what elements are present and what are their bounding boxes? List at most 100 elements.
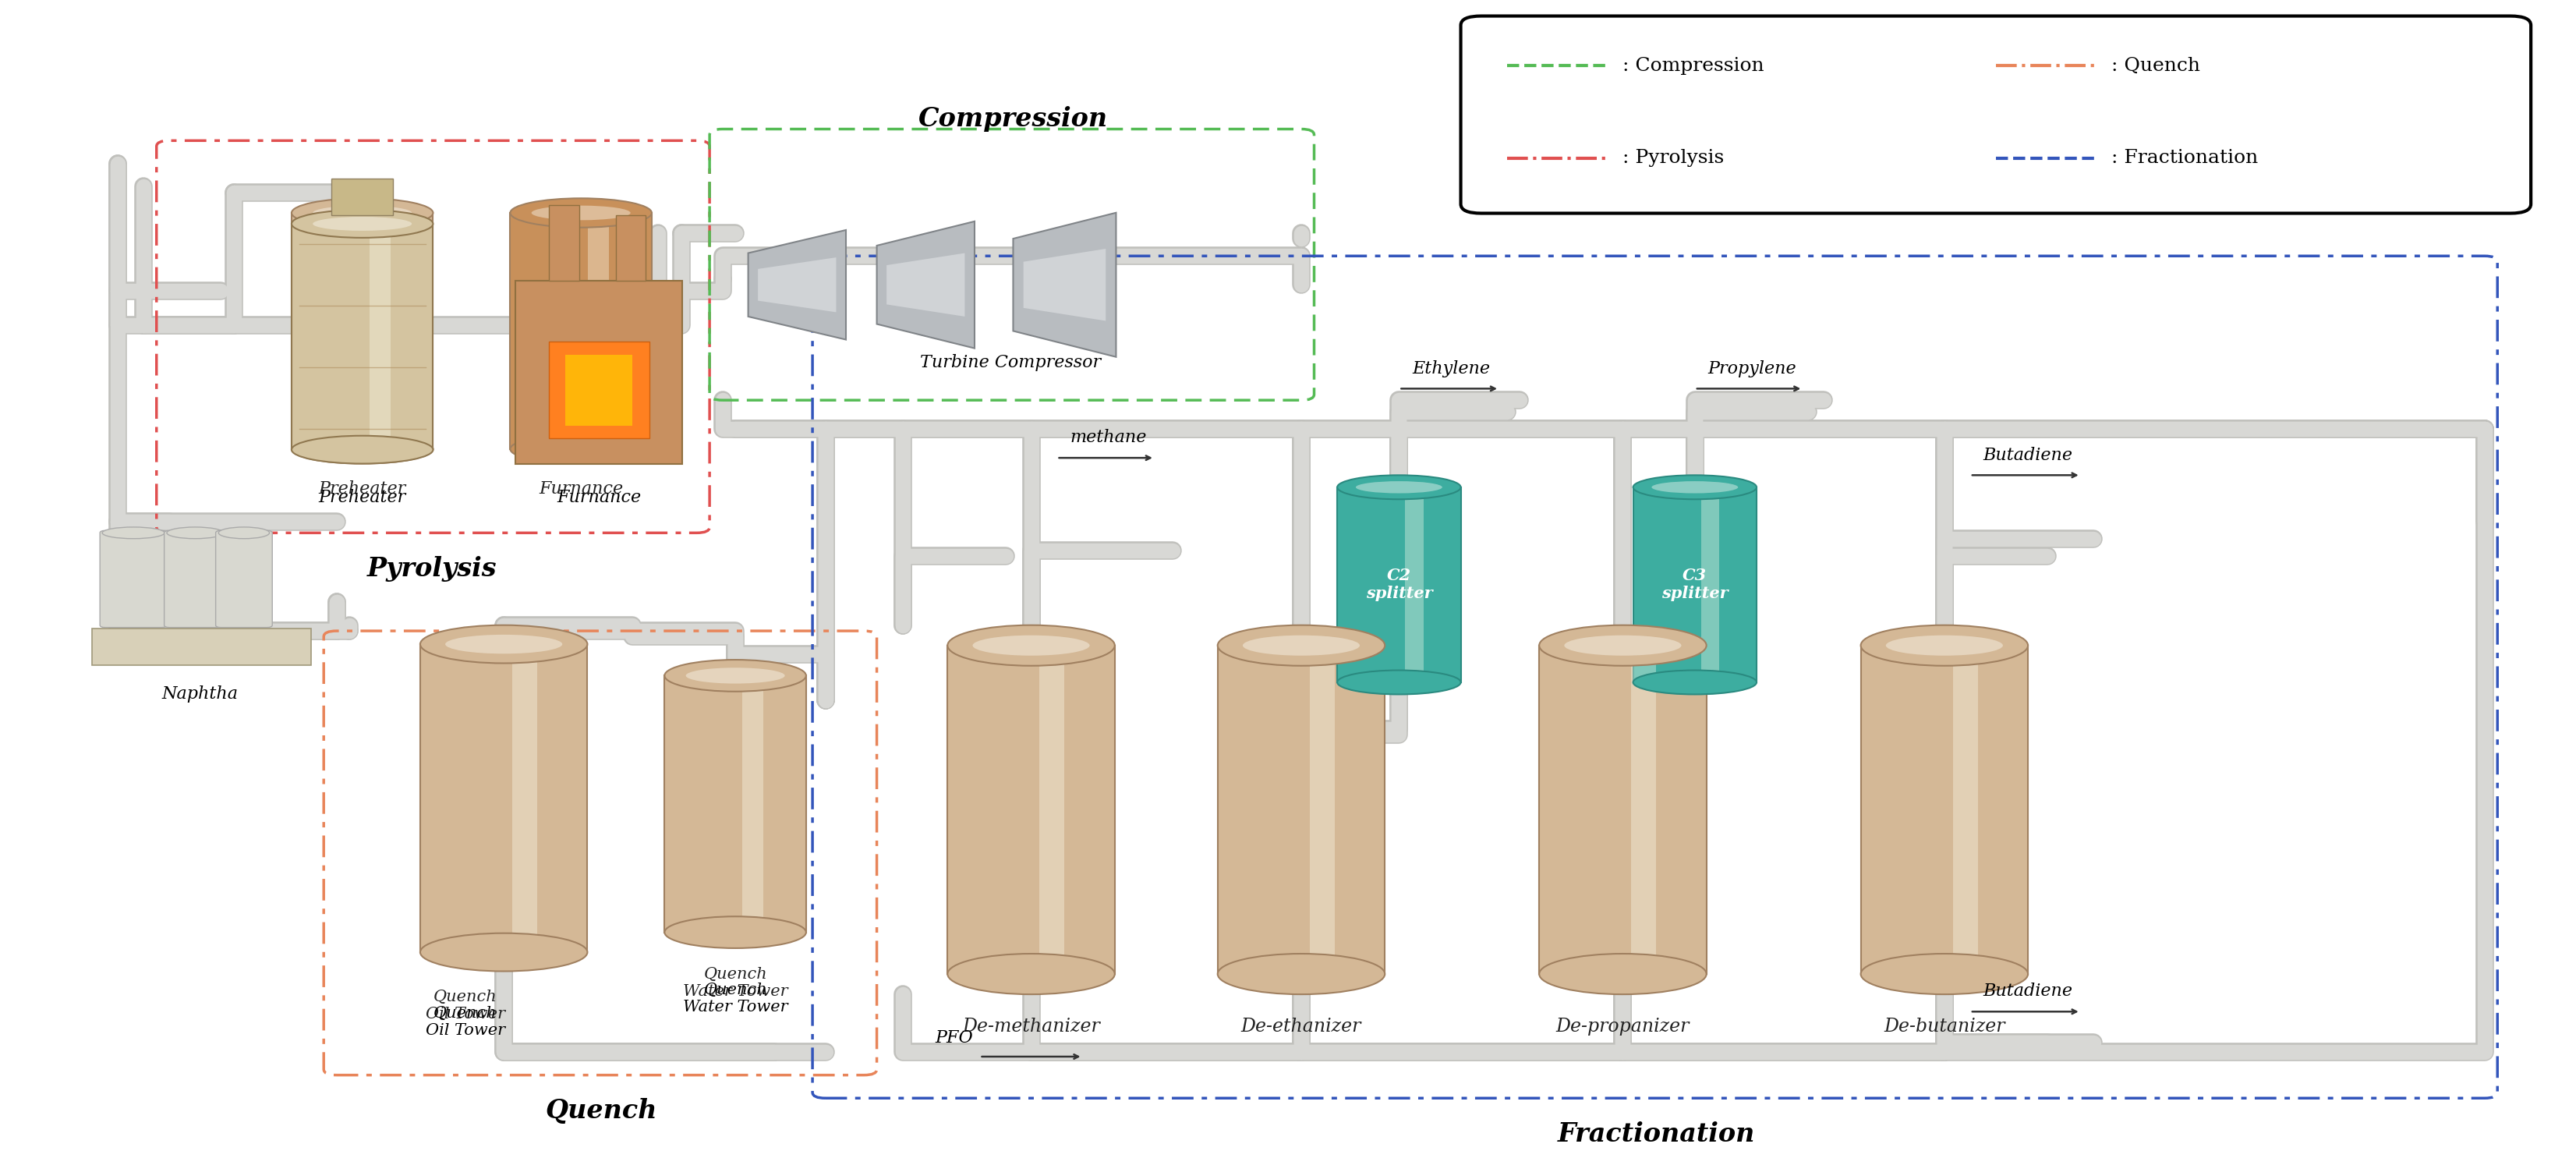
Ellipse shape <box>685 668 786 683</box>
Text: Quench
Water Tower: Quench Water Tower <box>683 983 788 1014</box>
Bar <box>587 213 608 449</box>
Ellipse shape <box>510 434 652 463</box>
Text: Quench
Water Tower: Quench Water Tower <box>683 967 788 998</box>
Text: Quench
Oil Tower: Quench Oil Tower <box>425 990 505 1021</box>
Bar <box>616 215 647 281</box>
Ellipse shape <box>420 625 587 664</box>
Bar <box>1633 488 1757 682</box>
Bar <box>1700 488 1718 682</box>
Ellipse shape <box>1218 625 1383 666</box>
Text: De-ethanizer: De-ethanizer <box>1242 1018 1360 1035</box>
Text: Preheater: Preheater <box>319 489 407 506</box>
Ellipse shape <box>1538 625 1705 666</box>
Text: PFO: PFO <box>935 1029 974 1046</box>
Ellipse shape <box>1860 625 2027 666</box>
Bar <box>742 675 762 932</box>
Ellipse shape <box>420 933 587 972</box>
Bar <box>1631 645 1656 974</box>
Polygon shape <box>876 221 974 349</box>
Ellipse shape <box>291 435 433 463</box>
Ellipse shape <box>312 217 412 230</box>
Ellipse shape <box>291 210 433 237</box>
Bar <box>420 644 587 952</box>
Polygon shape <box>757 257 835 313</box>
Polygon shape <box>1012 213 1115 357</box>
Text: Compression: Compression <box>917 107 1108 132</box>
Ellipse shape <box>446 635 562 654</box>
Bar <box>948 645 1115 974</box>
Bar <box>513 644 536 952</box>
Ellipse shape <box>1337 670 1461 695</box>
Bar <box>564 354 631 425</box>
Ellipse shape <box>1633 475 1757 499</box>
Bar <box>1337 488 1461 682</box>
Ellipse shape <box>948 625 1115 666</box>
Text: De-butanizer: De-butanizer <box>1883 1018 2004 1035</box>
Text: Butadiene: Butadiene <box>1984 447 2071 463</box>
Bar <box>368 223 392 449</box>
Text: methane: methane <box>1069 430 1146 446</box>
Bar <box>1404 488 1425 682</box>
Bar <box>368 213 392 449</box>
Ellipse shape <box>1633 670 1757 695</box>
Bar <box>510 213 652 449</box>
Text: Turbine Compressor: Turbine Compressor <box>920 354 1100 372</box>
Ellipse shape <box>665 660 806 691</box>
Bar <box>515 281 683 463</box>
Bar <box>93 629 312 666</box>
Ellipse shape <box>1242 636 1360 655</box>
Bar <box>1860 645 2027 974</box>
Polygon shape <box>1023 249 1105 321</box>
Ellipse shape <box>510 198 652 227</box>
FancyBboxPatch shape <box>100 530 167 628</box>
Ellipse shape <box>1218 954 1383 995</box>
Bar <box>291 213 433 449</box>
Text: Ethylene: Ethylene <box>1412 360 1489 378</box>
Text: : Pyrolysis: : Pyrolysis <box>1623 149 1723 167</box>
Text: De-methanizer: De-methanizer <box>961 1018 1100 1035</box>
Bar <box>332 178 394 215</box>
Ellipse shape <box>971 636 1090 655</box>
Ellipse shape <box>219 527 270 538</box>
FancyBboxPatch shape <box>165 530 227 628</box>
Text: Furnance: Furnance <box>556 489 641 506</box>
Ellipse shape <box>291 198 433 227</box>
Bar <box>549 205 580 281</box>
Ellipse shape <box>1886 636 2002 655</box>
Text: Naphtha: Naphtha <box>162 686 240 702</box>
Ellipse shape <box>1538 954 1705 995</box>
Bar <box>1038 645 1064 974</box>
Text: Fractionation: Fractionation <box>1556 1121 1754 1146</box>
Text: De-propanizer: De-propanizer <box>1556 1018 1690 1035</box>
Ellipse shape <box>291 434 433 463</box>
Ellipse shape <box>531 206 631 220</box>
Text: : Compression: : Compression <box>1623 57 1765 74</box>
FancyBboxPatch shape <box>216 530 273 628</box>
Text: Propylene: Propylene <box>1708 360 1795 378</box>
Text: Preheater: Preheater <box>319 481 407 498</box>
Ellipse shape <box>1860 954 2027 995</box>
Bar <box>1953 645 1978 974</box>
Text: Pyrolysis: Pyrolysis <box>366 556 497 581</box>
Ellipse shape <box>1564 636 1680 655</box>
Ellipse shape <box>1355 482 1443 493</box>
FancyBboxPatch shape <box>1461 16 2530 213</box>
Ellipse shape <box>665 916 806 948</box>
Text: Furnance: Furnance <box>538 481 623 498</box>
Text: C3
splitter: C3 splitter <box>1662 567 1728 602</box>
Bar <box>665 675 806 932</box>
Text: : Quench: : Quench <box>2110 57 2200 74</box>
Ellipse shape <box>948 954 1115 995</box>
Text: Butadiene: Butadiene <box>1984 983 2071 1001</box>
Polygon shape <box>886 254 963 316</box>
Bar <box>1218 645 1383 974</box>
Ellipse shape <box>1337 475 1461 499</box>
Ellipse shape <box>167 527 224 538</box>
Ellipse shape <box>312 206 412 220</box>
Bar <box>549 342 649 438</box>
Ellipse shape <box>1651 482 1739 493</box>
Ellipse shape <box>103 527 165 538</box>
Bar <box>291 223 433 449</box>
Polygon shape <box>747 230 845 339</box>
Text: : Fractionation: : Fractionation <box>2110 149 2257 167</box>
